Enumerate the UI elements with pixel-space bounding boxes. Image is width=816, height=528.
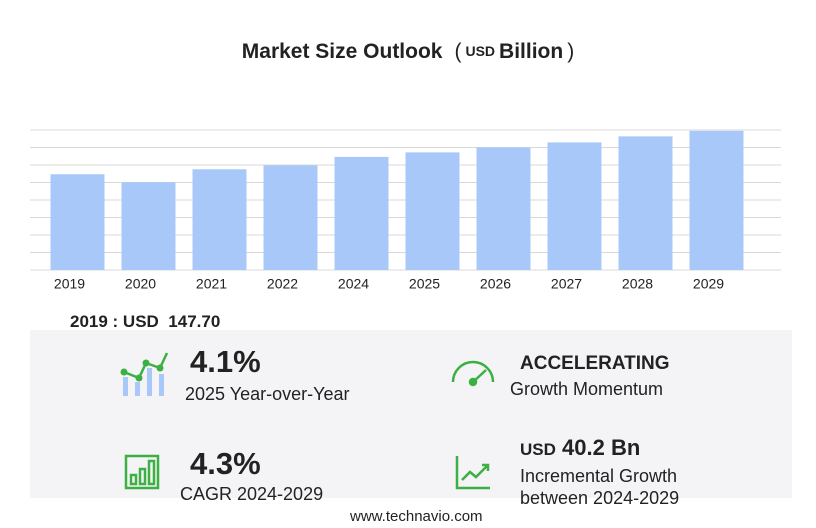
x-tick-label: 2029	[693, 276, 724, 292]
x-tick-label: 2026	[480, 276, 511, 292]
highlight: 2019 : USD 147.70	[70, 312, 220, 332]
bar	[263, 165, 318, 270]
stat-value-group: USD 40.2 Bn	[520, 435, 640, 461]
x-tick-label: 2021	[196, 276, 227, 292]
stat-value: 40.2 Bn	[562, 435, 641, 460]
stat-label: between 2024-2029	[520, 488, 680, 508]
stat-value: 4.3%	[190, 446, 261, 481]
cagr-icon	[124, 454, 160, 490]
incremental-icon	[455, 456, 490, 490]
stat-label: 2025 Year-over-Year	[185, 384, 350, 404]
highlight-value: 147.70	[168, 312, 221, 331]
x-tick-label: 2024	[338, 276, 369, 292]
bar	[334, 156, 389, 270]
x-tick-label: 2020	[125, 276, 156, 292]
bar	[689, 130, 744, 270]
bar	[121, 182, 176, 270]
bar	[405, 152, 460, 270]
x-tick-label: 2019	[54, 276, 85, 292]
momentum-icon	[451, 360, 495, 387]
bar	[50, 174, 105, 270]
highlight-label: 2019 : USD	[70, 312, 159, 331]
bar	[618, 136, 673, 270]
unit-name: Billion	[499, 40, 563, 63]
bar	[192, 169, 247, 270]
bar	[547, 142, 602, 270]
stat-value: 4.1%	[190, 344, 261, 379]
unit-currency: USD	[465, 43, 495, 59]
stat-value: ACCELERATING	[520, 353, 670, 374]
chart-title-group: Market Size Outlook (USD Billion)	[242, 40, 574, 63]
x-tick-label: 2027	[551, 276, 582, 292]
unit-open: (	[454, 40, 461, 63]
x-tick-label: 2022	[267, 276, 298, 292]
x-tick-label: 2025	[409, 276, 440, 292]
chart-title: Market Size Outlook	[242, 40, 443, 63]
stat-label: CAGR 2024-2029	[180, 484, 324, 504]
stat-label: Growth Momentum	[510, 379, 664, 399]
footer: www.technavio.com	[350, 508, 483, 525]
stat-label: Incremental Growth	[520, 466, 678, 486]
bar	[476, 147, 531, 270]
x-tick-label: 2028	[622, 276, 653, 292]
stat-currency: USD	[520, 440, 556, 459]
yoy-icon	[120, 352, 169, 396]
unit-close: )	[567, 40, 574, 63]
